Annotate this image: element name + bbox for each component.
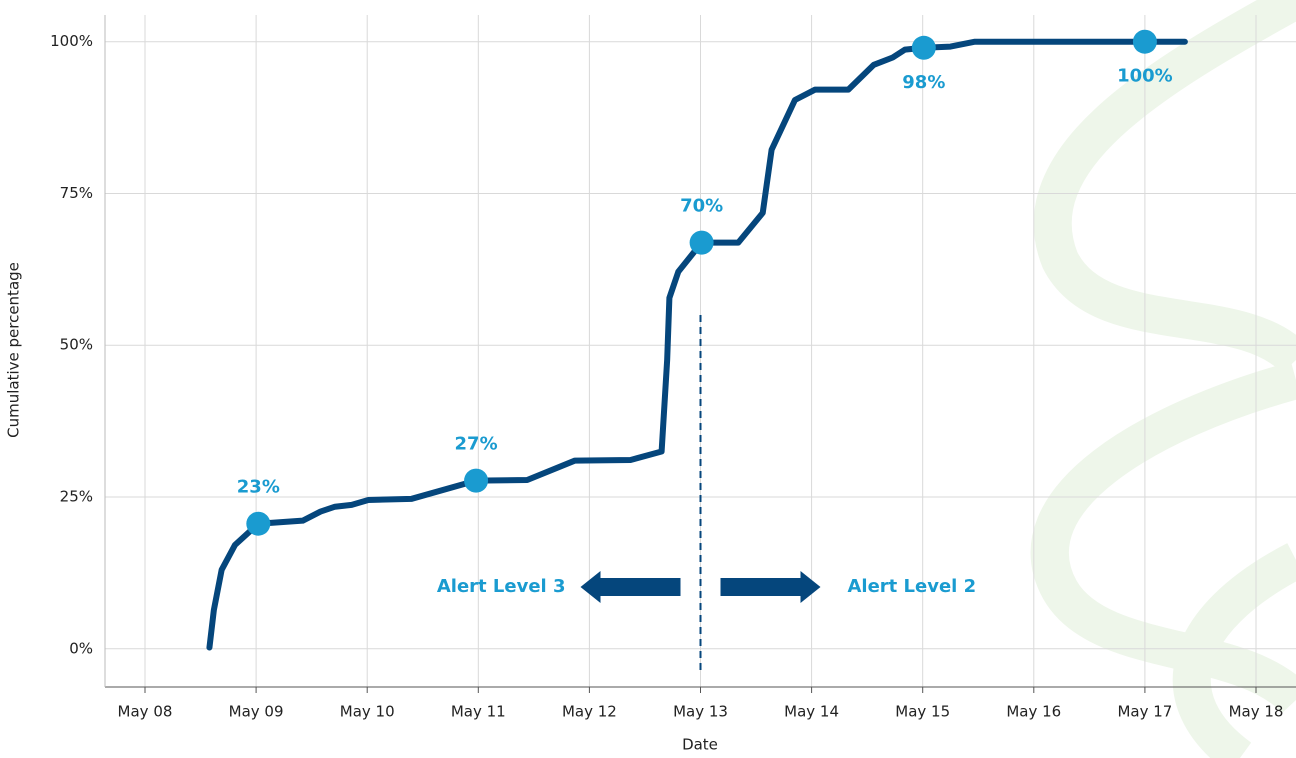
y-tick-label: 50% [60, 336, 93, 354]
y-tick-label: 0% [69, 639, 93, 657]
x-tick-label: May 09 [229, 703, 284, 721]
marker [464, 468, 489, 493]
x-tick-label: May 12 [562, 703, 617, 721]
x-tick-label: May 15 [895, 703, 950, 721]
annotation: 70% [680, 196, 723, 217]
marker [689, 230, 714, 255]
alert-label: Alert Level 2 [848, 576, 977, 597]
background-pattern [1030, 0, 1296, 758]
x-tick-label: May 13 [673, 703, 728, 721]
x-tick-label: May 18 [1229, 703, 1284, 721]
line [206, 38, 1188, 651]
x-axis-label: Date [682, 736, 718, 754]
x-tick-label: May 08 [118, 703, 173, 721]
annotation: 23% [237, 477, 280, 498]
marker [1132, 29, 1157, 54]
annotation: 27% [455, 434, 498, 455]
alert-label: Alert Level 3 [437, 576, 566, 597]
x-tick-label: May 14 [784, 703, 839, 721]
x-tick-label: May 16 [1006, 703, 1061, 721]
x-tick-label: May 17 [1117, 703, 1172, 721]
y-tick-label: 100% [50, 32, 93, 50]
y-tick-label: 25% [60, 487, 93, 505]
annotation: 100% [1117, 66, 1173, 87]
marker [246, 511, 271, 536]
arrow-right [720, 571, 821, 603]
marker [911, 35, 936, 60]
y-axis-label: Cumulative percentage [5, 262, 23, 438]
x-tick-label: May 10 [340, 703, 395, 721]
annotation: 98% [902, 72, 945, 93]
x-tick-label: May 11 [451, 703, 506, 721]
y-tick-label: 75% [60, 184, 93, 202]
arrow-left [580, 571, 681, 603]
